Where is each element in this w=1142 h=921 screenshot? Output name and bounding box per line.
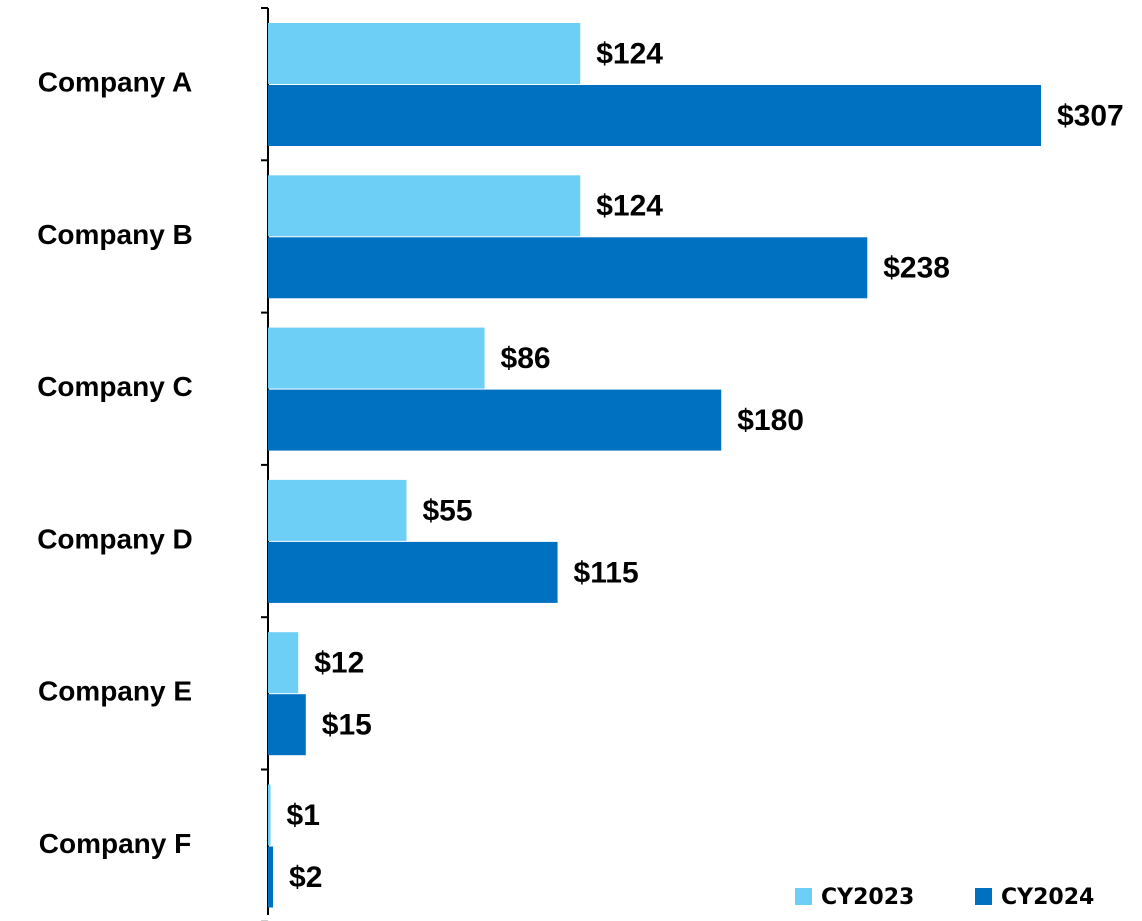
- value-label: $12: [314, 647, 364, 680]
- value-label: $1: [287, 799, 320, 832]
- bar: [268, 784, 271, 846]
- bar: [268, 479, 407, 541]
- value-label: $2: [289, 861, 322, 894]
- bar: [268, 846, 274, 908]
- legend-swatch: [795, 888, 812, 905]
- bar: [268, 694, 306, 756]
- legend-label: CY2023: [821, 885, 914, 910]
- category-label: Company A: [38, 67, 193, 98]
- category-label: Company E: [38, 676, 192, 707]
- value-label: $238: [883, 252, 950, 285]
- bar: [268, 237, 868, 299]
- category-label: Company D: [37, 523, 193, 554]
- category-label: Company B: [37, 219, 193, 250]
- bar: [268, 23, 581, 84]
- value-label: $180: [737, 404, 804, 437]
- bar: [268, 327, 485, 389]
- bar: [268, 175, 581, 237]
- value-label: $307: [1057, 99, 1124, 132]
- value-label: $115: [574, 556, 639, 589]
- value-label: $124: [596, 37, 663, 70]
- bar: [268, 85, 1041, 146]
- legend-label: CY2024: [1001, 885, 1094, 910]
- category-label: Company C: [37, 371, 193, 402]
- bar: [268, 632, 299, 694]
- value-label: $55: [422, 494, 472, 527]
- category-label: Company F: [39, 828, 191, 859]
- bar: [268, 541, 558, 603]
- value-label: $86: [501, 342, 551, 375]
- value-label: $15: [322, 709, 372, 742]
- legend-swatch: [975, 888, 992, 905]
- value-label: $124: [596, 190, 663, 223]
- bar: [268, 389, 722, 451]
